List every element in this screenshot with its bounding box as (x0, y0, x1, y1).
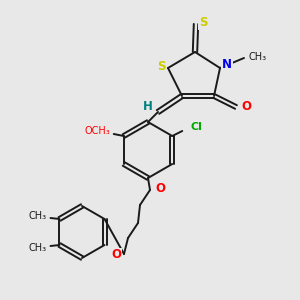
Text: S: S (199, 16, 207, 29)
Text: N: N (222, 58, 232, 70)
Text: H: H (143, 100, 153, 112)
Text: CH₃: CH₃ (28, 243, 46, 253)
Text: OCH₃: OCH₃ (85, 126, 111, 136)
Text: O: O (241, 100, 251, 112)
Text: CH₃: CH₃ (28, 211, 46, 221)
Text: Cl: Cl (190, 122, 202, 132)
Text: O: O (155, 182, 165, 196)
Text: S: S (157, 59, 165, 73)
Text: O: O (111, 248, 121, 262)
Text: CH₃: CH₃ (249, 52, 267, 62)
